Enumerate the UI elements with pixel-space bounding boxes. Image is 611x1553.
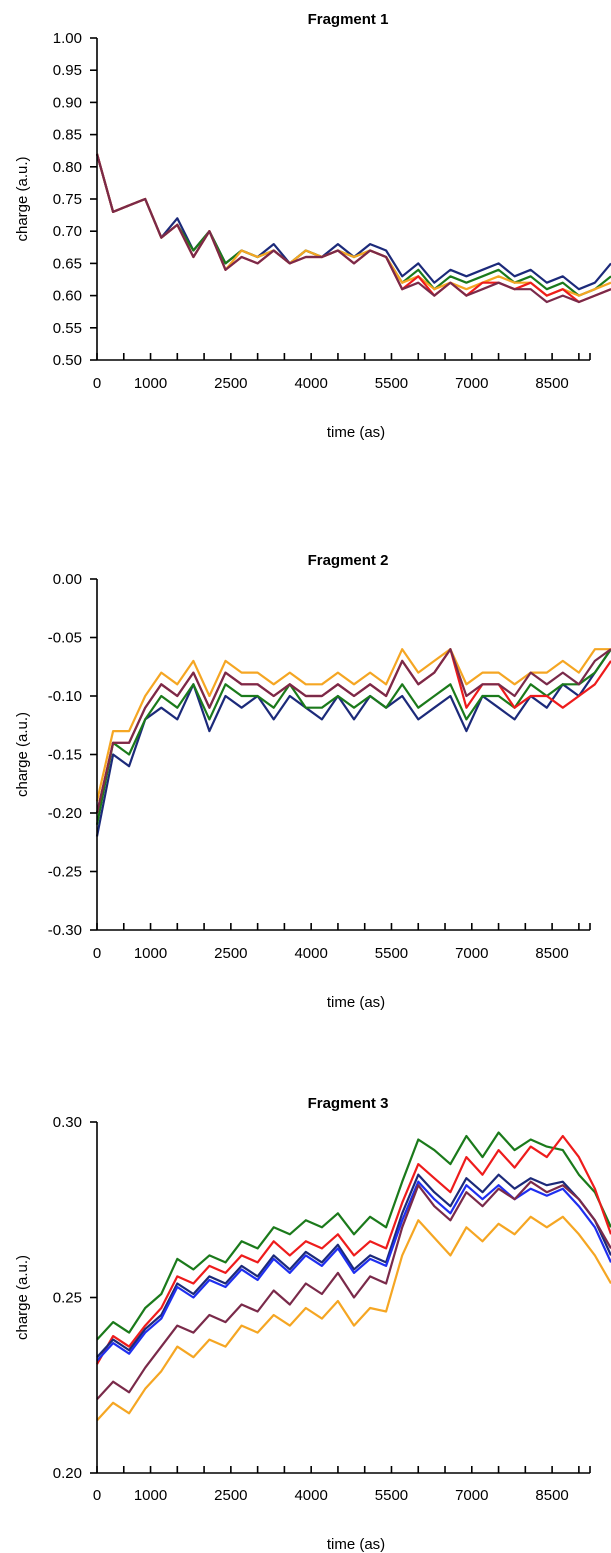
chart-panel-1: Fragment 1 0.50 0.55 0.60 0.65 0.70 0.75 0.80 0.… (14, 11, 611, 441)
series-line-dark-blue (96, 1173, 611, 1358)
chart-title: Fragment 1 (308, 11, 389, 28)
y-tick-label: -0.05 (48, 630, 82, 647)
series-line-orange (96, 1215, 611, 1422)
y-tick-label: 0.65 (53, 255, 82, 272)
x-tick-label: 2500 (214, 1487, 247, 1504)
chart-title: Fragment 2 (308, 552, 389, 569)
x-tick-label: 2500 (214, 375, 247, 392)
y-axis-label: charge (a.u.) (14, 712, 31, 797)
x-tick-label: 8500 (535, 1487, 568, 1504)
x-axis-label: time (as) (327, 1536, 385, 1553)
y-tick-label: 0.20 (53, 1465, 82, 1482)
series-group (95, 153, 611, 304)
chart-title: Fragment 3 (308, 1095, 389, 1112)
x-tick-label: 7000 (455, 1487, 488, 1504)
chart-panel-3: Fragment 3 0.20 0.25 0.30 0 1000 2500 4000 5500 7… (14, 1095, 611, 1553)
x-tick-label: 1000 (134, 375, 167, 392)
y-tick-label: 0.25 (53, 1290, 82, 1307)
y-tick-label: 0.75 (53, 191, 82, 208)
y-tick-label: 0.85 (53, 127, 82, 144)
x-tick-label: 8500 (535, 375, 568, 392)
x-tick-label: 0 (93, 375, 101, 392)
y-tick-label: -0.10 (48, 688, 82, 705)
series-line-orange (95, 648, 611, 802)
series-line-orange (95, 153, 611, 297)
series-line-maroon (95, 153, 611, 304)
x-tick-label: 7000 (455, 375, 488, 392)
y-tick-label: 0.30 (53, 1114, 82, 1131)
series-group (95, 648, 611, 837)
y-tick-label: -0.15 (48, 747, 82, 764)
x-tick-label: 8500 (535, 945, 568, 962)
x-tick-label: 7000 (455, 945, 488, 962)
x-tick-label: 2500 (214, 945, 247, 962)
y-axis-label: charge (a.u.) (14, 156, 31, 241)
x-tick-label: 5500 (375, 375, 408, 392)
chart-panel-2: Fragment 2 -0.30 -0.25 -0.20 -0.15 -0.10 -0.05… (14, 552, 611, 1011)
x-tick-label: 1000 (134, 945, 167, 962)
series-line-maroon (95, 648, 611, 814)
series-line-green (96, 1131, 611, 1341)
y-tick-label: -0.25 (48, 864, 82, 881)
x-tick-label: 1000 (134, 1487, 167, 1504)
x-tick-label: 5500 (375, 1487, 408, 1504)
x-axis-label: time (as) (327, 424, 385, 441)
y-tick-label: 0.70 (53, 223, 82, 240)
y-tick-label: 0.90 (53, 94, 82, 111)
series-line-red (96, 1134, 611, 1365)
series-line-dark-blue (95, 153, 611, 291)
x-tick-label: 0 (93, 1487, 101, 1504)
y-tick-label: 0.95 (53, 62, 82, 79)
y-tick-label: -0.30 (48, 922, 82, 939)
series-line-blue (96, 1180, 611, 1362)
y-tick-label: 1.00 (53, 30, 82, 47)
y-tick-label: 0.55 (53, 320, 82, 337)
x-axis-label: time (as) (327, 994, 385, 1011)
series-line-dark-blue (95, 648, 611, 837)
series-line-green (95, 648, 611, 825)
series-group (96, 1131, 611, 1422)
x-tick-label: 4000 (294, 1487, 327, 1504)
x-tick-label: 4000 (294, 945, 327, 962)
x-tick-label: 0 (93, 945, 101, 962)
series-line-green (95, 153, 611, 297)
x-tick-label: 5500 (375, 945, 408, 962)
x-tick-label: 4000 (294, 375, 327, 392)
y-tick-label: 0.00 (53, 571, 82, 588)
y-tick-label: 0.80 (53, 159, 82, 176)
y-tick-label: 0.50 (53, 352, 82, 369)
y-axis-label: charge (a.u.) (14, 1255, 31, 1340)
series-line-maroon (96, 1180, 611, 1401)
y-tick-label: 0.60 (53, 288, 82, 305)
y-tick-label: -0.20 (48, 805, 82, 822)
